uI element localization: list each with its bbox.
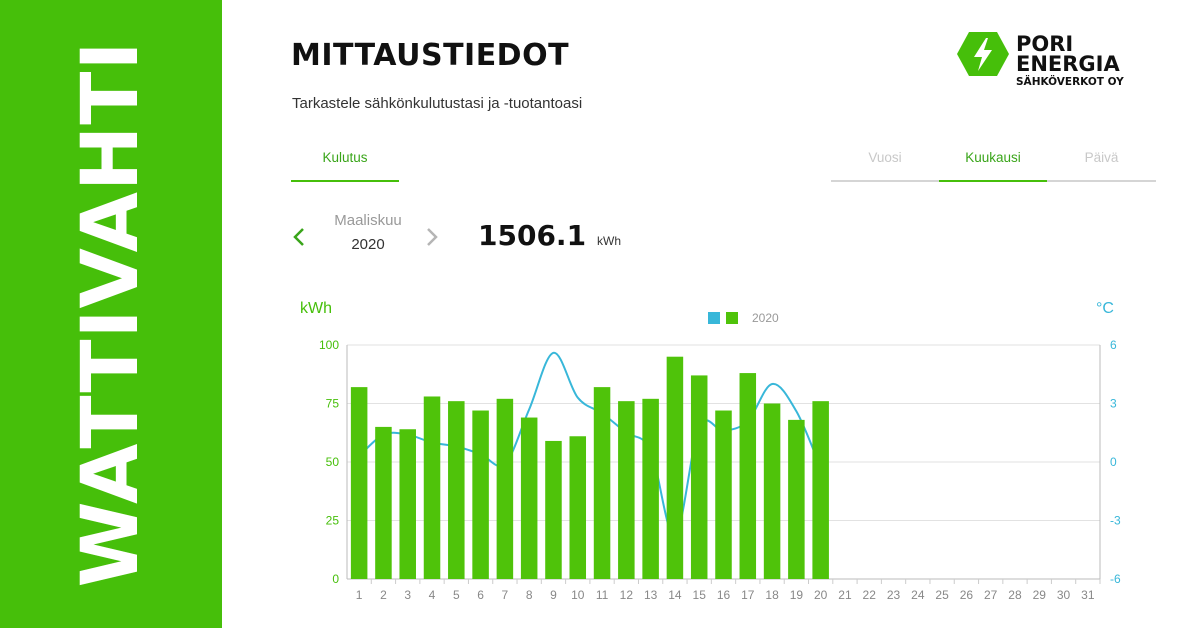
legend-label: 2020 [752, 311, 779, 325]
consumption-bar [739, 373, 757, 579]
side-banner: WATTIVAHTI [0, 0, 222, 628]
total-consumption-value: 1506.1 [478, 219, 587, 252]
consumption-bar [812, 401, 829, 579]
x-tick-label: 6 [477, 588, 484, 602]
x-tick-label: 31 [1081, 588, 1095, 602]
logo-text-line1: PORI [1016, 32, 1074, 56]
x-tick-label: 20 [814, 588, 828, 602]
x-tick-label: 11 [596, 588, 609, 602]
consumption-bar [618, 401, 635, 579]
consumption-bar [399, 429, 416, 579]
consumption-bar [593, 387, 611, 579]
chevron-left-icon [293, 228, 304, 246]
page-title: MITTAUSTIEDOT [291, 38, 570, 73]
left-axis-unit: kWh [300, 300, 332, 317]
total-consumption-unit: kWh [597, 234, 621, 248]
x-tick-label: 9 [550, 588, 557, 602]
logo-text-line3: SÄHKÖVERKOT OY [1016, 76, 1124, 88]
legend-swatch-temperature [708, 312, 720, 324]
consumption-bar [690, 375, 708, 579]
x-tick-label: 30 [1057, 588, 1071, 602]
y-left-tick-label: 25 [326, 514, 340, 528]
previous-period-button[interactable] [288, 224, 310, 250]
x-tick-label: 13 [644, 588, 658, 602]
y-right-tick-label: 3 [1110, 397, 1117, 411]
x-tick-label: 2 [380, 588, 387, 602]
page-subtitle: Tarkastele sähkönkulutustasi ja -tuotant… [292, 95, 583, 112]
y-right-tick-label: -6 [1110, 572, 1121, 586]
x-tick-label: 18 [765, 588, 779, 602]
x-tick-label: 25 [935, 588, 949, 602]
consumption-bar [715, 410, 732, 579]
x-tick-label: 8 [526, 588, 533, 602]
x-tick-label: 3 [404, 588, 411, 602]
x-tick-label: 1 [356, 588, 363, 602]
period-tabs: Vuosi Kuukausi Päivä [831, 140, 1156, 182]
y-right-tick-label: 6 [1110, 338, 1117, 352]
tab-consumption[interactable]: Kulutus [291, 140, 399, 182]
y-left-tick-label: 0 [332, 572, 339, 586]
y-right-tick-label: -3 [1110, 514, 1121, 528]
period-year: 2020 [351, 236, 385, 253]
next-period-button[interactable] [421, 224, 443, 250]
consumption-bar [569, 436, 587, 579]
y-left-tick-label: 50 [326, 455, 340, 469]
consumption-bar [763, 403, 781, 579]
x-tick-label: 27 [984, 588, 998, 602]
x-tick-label: 17 [741, 588, 755, 602]
x-tick-label: 26 [960, 588, 974, 602]
tab-day[interactable]: Päivä [1084, 150, 1119, 165]
x-tick-label: 21 [838, 588, 852, 602]
tab-month[interactable]: Kuukausi [939, 140, 1047, 182]
x-tick-label: 15 [693, 588, 707, 602]
period-month: Maaliskuu [334, 212, 402, 229]
logo-text-line2: ENERGIA [1016, 52, 1120, 76]
x-tick-label: 24 [911, 588, 925, 602]
chevron-right-icon [427, 228, 438, 246]
x-tick-label: 29 [1033, 588, 1047, 602]
x-tick-label: 10 [571, 588, 585, 602]
consumption-bar [448, 401, 465, 579]
company-logo: PORI ENERGIA SÄHKÖVERKOT OY [956, 30, 1136, 90]
consumption-bar [788, 419, 805, 579]
y-right-tick-label: 0 [1110, 455, 1117, 469]
x-tick-label: 14 [668, 588, 682, 602]
x-tick-label: 12 [620, 588, 634, 602]
consumption-bar [545, 440, 562, 579]
x-tick-label: 23 [887, 588, 901, 602]
consumption-bar [642, 398, 659, 579]
consumption-bar [375, 426, 392, 579]
consumption-bar [472, 410, 489, 579]
x-tick-label: 19 [790, 588, 804, 602]
lightning-hex-icon [957, 32, 1009, 76]
banner-text: WATTIVAHTI [66, 40, 156, 588]
consumption-bar [666, 356, 684, 579]
consumption-bar [520, 417, 538, 579]
x-tick-label: 4 [429, 588, 436, 602]
consumption-bar [496, 398, 514, 579]
consumption-bar [350, 387, 368, 579]
x-tick-label: 5 [453, 588, 460, 602]
x-tick-label: 7 [502, 588, 509, 602]
x-tick-label: 16 [717, 588, 731, 602]
y-left-tick-label: 100 [319, 338, 339, 352]
x-tick-label: 28 [1008, 588, 1022, 602]
tab-year[interactable]: Vuosi [868, 150, 902, 165]
x-tick-label: 22 [863, 588, 877, 602]
legend-swatch-consumption [726, 312, 738, 324]
consumption-bar [423, 396, 441, 579]
y-left-tick-label: 75 [326, 397, 340, 411]
right-axis-unit: °C [1096, 300, 1114, 317]
